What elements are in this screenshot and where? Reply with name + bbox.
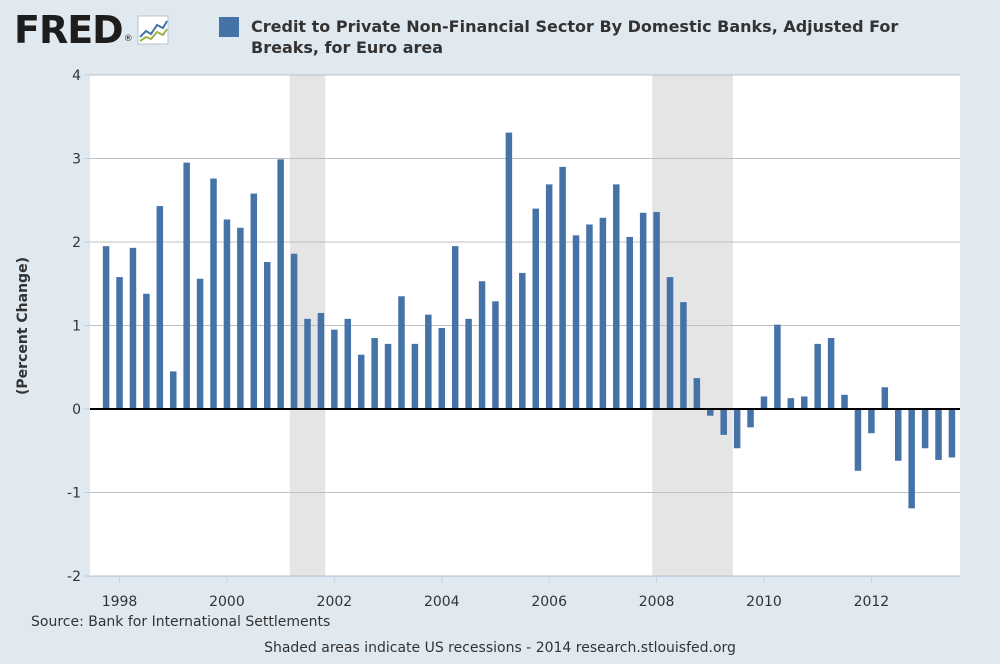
bar (317, 312, 325, 409)
x-tick-label: 2004 (424, 594, 460, 610)
bar (827, 338, 835, 409)
bar (169, 371, 177, 409)
x-tick-label: 2006 (531, 594, 567, 610)
y-tick-label: 1 (72, 319, 81, 335)
bar (156, 206, 164, 409)
bar (505, 132, 513, 410)
y-tick-label: 2 (72, 235, 81, 251)
chart-legend: Credit to Private Non-Financial Sector B… (219, 16, 959, 58)
bar (223, 219, 231, 409)
bar (841, 394, 848, 409)
bar (344, 318, 352, 409)
bar (451, 246, 459, 409)
source-note: Source: Bank for International Settlemen… (31, 614, 331, 630)
bar (250, 193, 258, 409)
bar (586, 224, 593, 409)
bar (921, 409, 929, 449)
bar (787, 398, 795, 409)
bar (747, 409, 754, 428)
fred-logo: FRED ® (14, 10, 169, 50)
bar (519, 272, 526, 409)
bar (102, 246, 110, 409)
bar (666, 277, 674, 409)
bar (532, 208, 539, 409)
bar (438, 328, 446, 409)
y-tick-label: 0 (72, 402, 81, 418)
bar (680, 302, 687, 409)
bar (653, 211, 660, 409)
logo-text: FRED (14, 8, 124, 52)
line-graph-icon (137, 15, 169, 45)
bar (304, 318, 311, 409)
bar (572, 235, 580, 409)
y-tick-label: 4 (72, 68, 81, 84)
x-tick-label: 2010 (746, 594, 782, 610)
bar (263, 262, 271, 409)
bar (881, 387, 889, 409)
bar (129, 247, 137, 409)
bar (733, 409, 741, 449)
bar (760, 396, 768, 409)
y-tick-label: 3 (72, 152, 81, 168)
bar (894, 409, 902, 461)
x-tick-label: 2000 (209, 594, 245, 610)
x-tick-label: 2012 (854, 594, 890, 610)
bar (559, 166, 566, 409)
registered-mark: ® (123, 34, 133, 44)
bar (613, 184, 620, 409)
y-tick-label: -2 (67, 569, 81, 585)
bar (237, 227, 244, 409)
bar (398, 296, 405, 409)
bar (707, 409, 714, 416)
bar (854, 409, 862, 471)
bar (143, 293, 150, 409)
legend-label: Credit to Private Non-Financial Sector B… (251, 17, 899, 57)
bar (331, 329, 338, 409)
bar (948, 409, 956, 458)
bar (183, 162, 190, 409)
legend-swatch (219, 17, 239, 37)
bar (814, 343, 821, 409)
bar (639, 212, 647, 409)
x-tick-label: 1998 (102, 594, 138, 610)
bar (935, 409, 942, 460)
bar (492, 301, 499, 409)
bar (774, 324, 781, 409)
bar (384, 343, 392, 409)
bar (290, 253, 298, 409)
x-tick-label: 2008 (639, 594, 675, 610)
x-tick-label: 2002 (317, 594, 353, 610)
bar (425, 314, 432, 409)
bar (545, 184, 553, 409)
bar (465, 318, 472, 409)
bar (720, 409, 727, 435)
bar (693, 378, 701, 409)
bar (599, 217, 607, 409)
bar (868, 409, 875, 434)
bar (196, 278, 204, 409)
bar (371, 338, 378, 409)
bar (116, 277, 123, 409)
y-tick-label: -1 (67, 486, 81, 502)
bar (626, 236, 633, 409)
bar (801, 396, 808, 409)
bar (277, 159, 284, 409)
bar (210, 178, 217, 409)
bar (478, 281, 486, 409)
bar (357, 354, 365, 409)
footer-note: Shaded areas indicate US recessions - 20… (264, 640, 736, 656)
bar (908, 409, 915, 509)
bar (411, 343, 419, 409)
